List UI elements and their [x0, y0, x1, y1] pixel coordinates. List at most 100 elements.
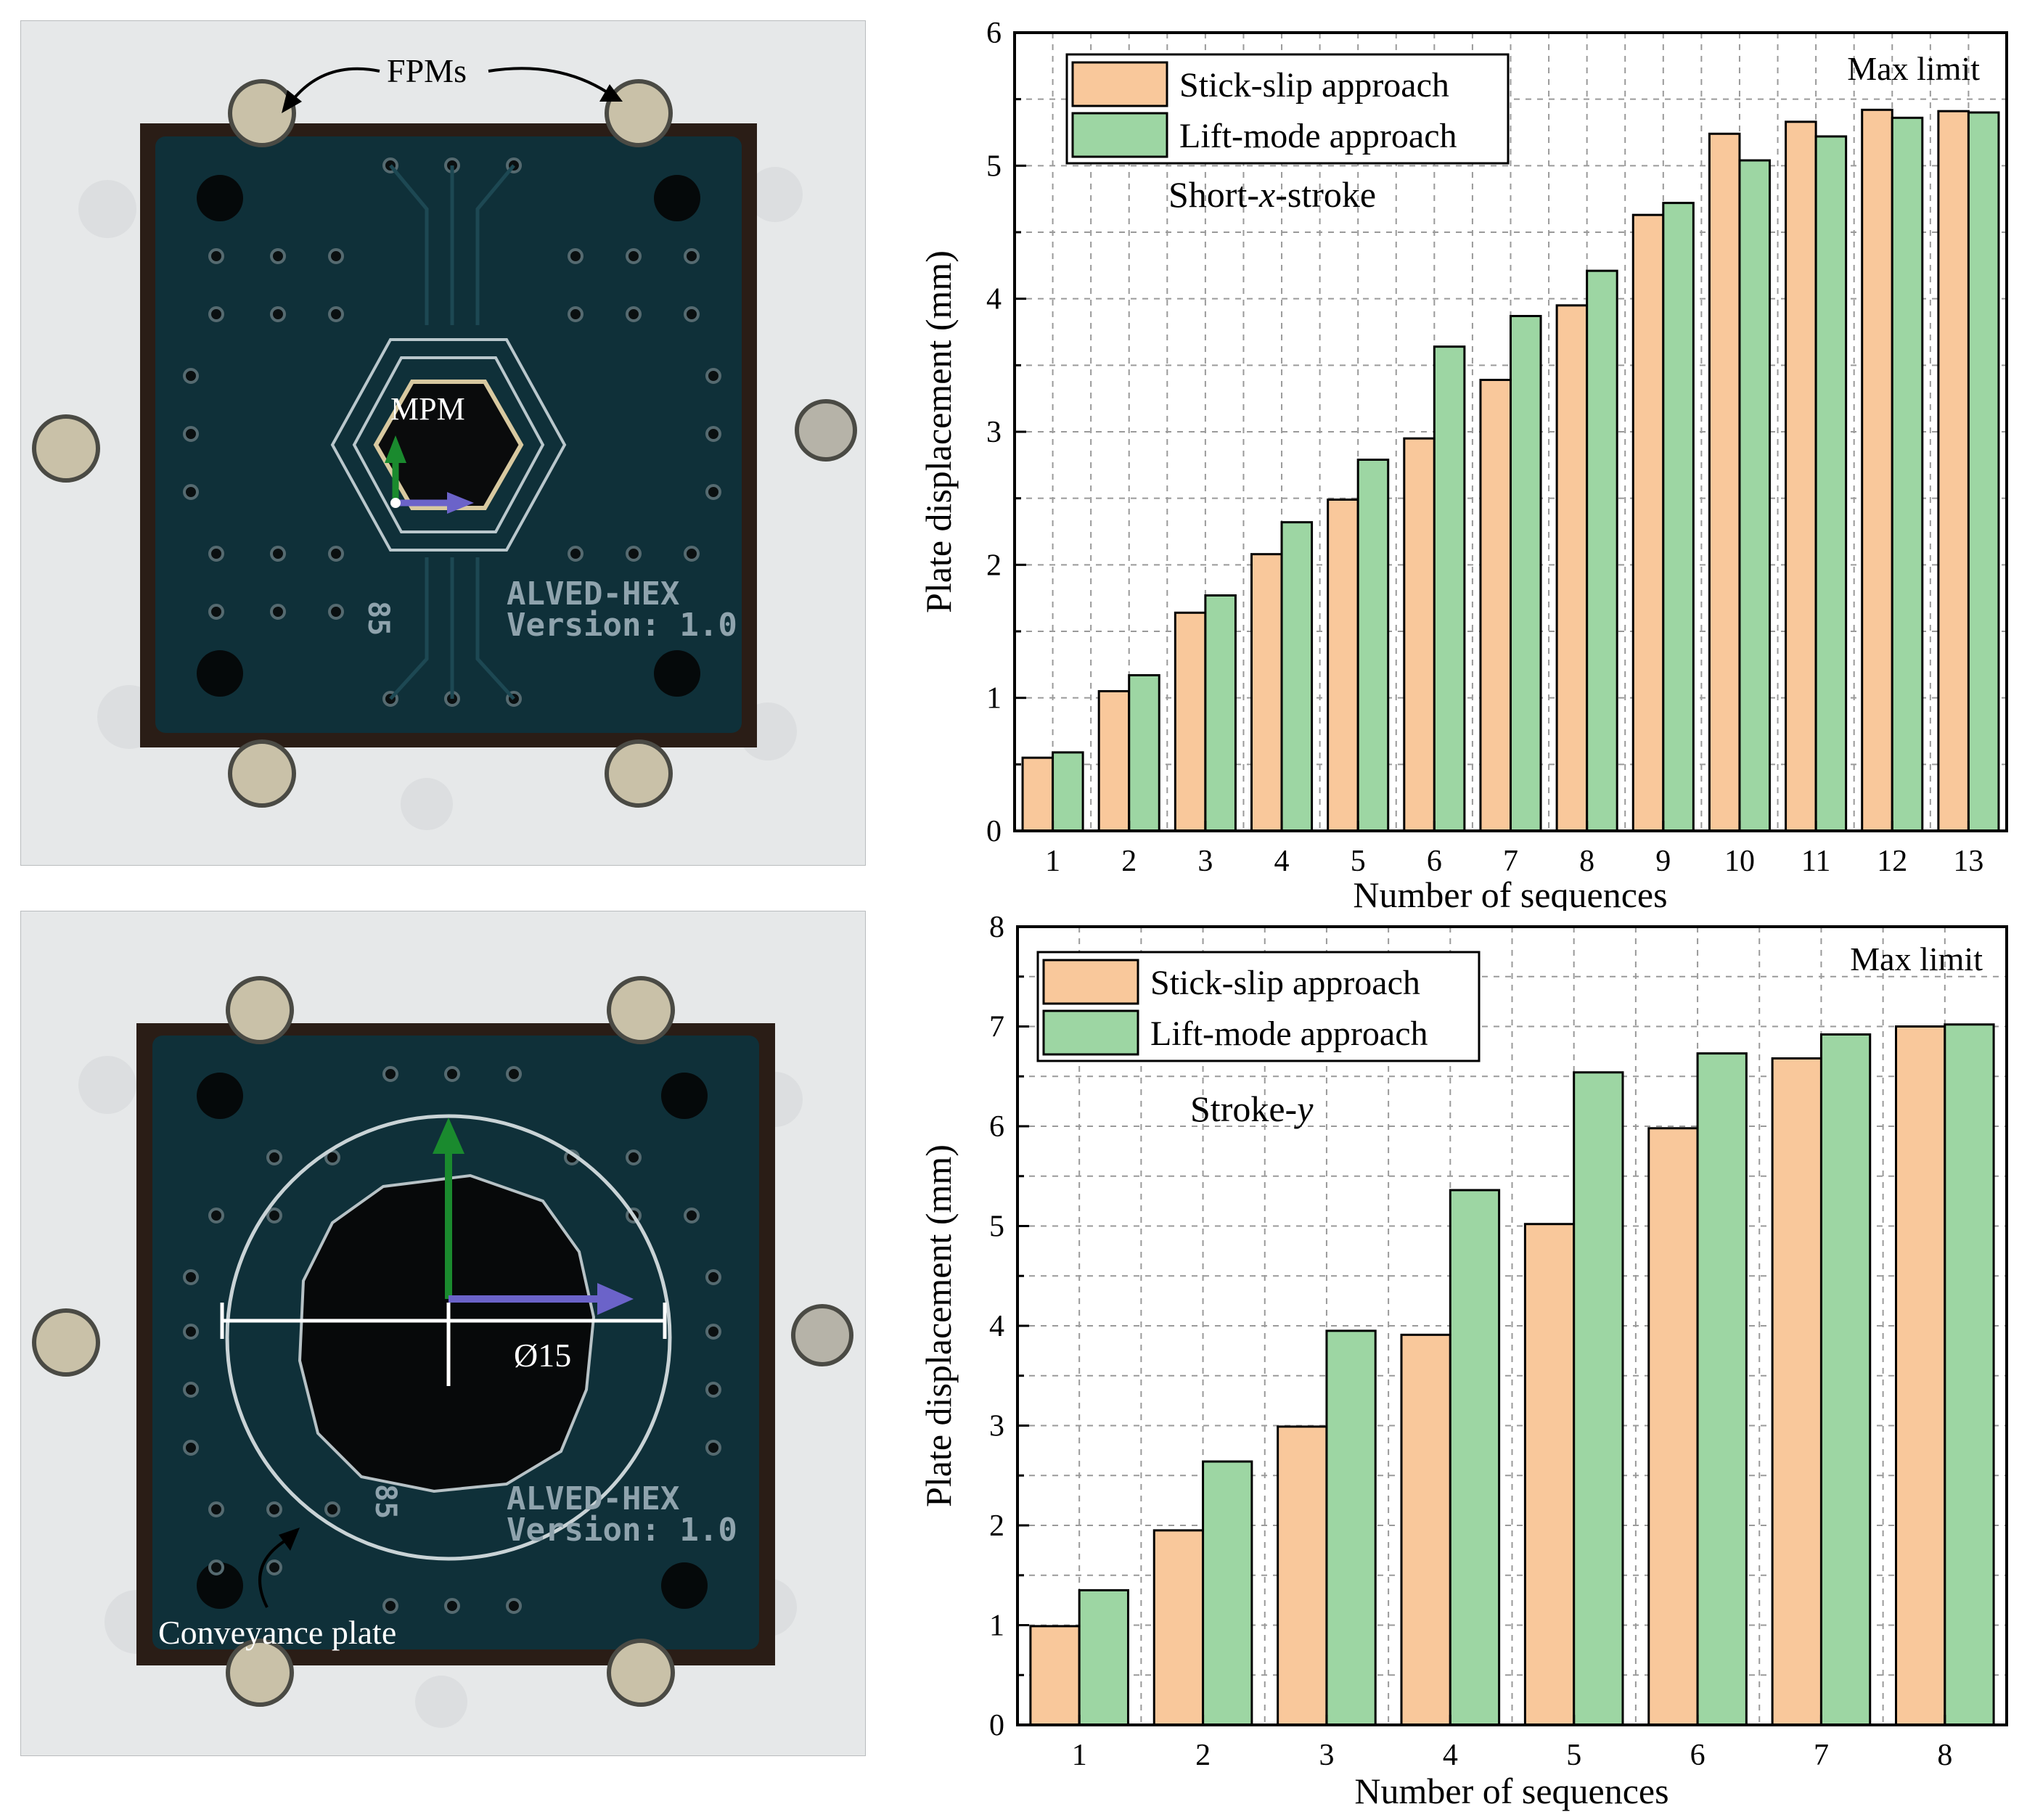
x-axis-label: Number of sequences [1353, 874, 1667, 911]
fpm-magnets [32, 79, 857, 808]
via-holes [183, 1066, 721, 1614]
legend-label-lift-mode: Lift-mode approach [1150, 1014, 1428, 1053]
y-tick-label-5: 5 [986, 149, 1002, 183]
pcb-id: 85 [369, 1484, 402, 1519]
diameter-dimension [220, 1303, 667, 1386]
y-tick-label-6: 6 [986, 17, 1002, 50]
bar-lift-mode-seq-7 [1819, 1033, 1872, 1726]
blue-x-arrow-head [597, 1283, 634, 1315]
x-tick-label-2: 2 [1195, 1739, 1211, 1772]
x-tick-label-4: 4 [1443, 1739, 1458, 1772]
chart-bottom-stroke-y: 0 1 2 3 4 5 6 7 8 1 2 3 4 5 6 7 8 Plate displacement (m… [900, 911, 2027, 1820]
bar-lift-mode-seq-13 [1967, 111, 2000, 832]
bar-stick-slip-seq-8 [1555, 304, 1589, 832]
y-tick-label-2: 2 [986, 549, 1002, 582]
x-tick-label-9: 9 [1655, 845, 1671, 878]
y-tick-label-4: 4 [989, 1310, 1004, 1343]
x-tick-label-2: 2 [1121, 845, 1137, 878]
bar-lift-mode-seq-10 [1738, 159, 1771, 832]
bar-lift-mode-seq-3 [1204, 594, 1237, 832]
x-tick-label-13: 13 [1953, 845, 1983, 878]
bar-lift-mode-seq-4 [1449, 1189, 1501, 1726]
bar-lift-mode-seq-5 [1573, 1071, 1624, 1726]
y-tick-label-7: 7 [989, 1011, 1004, 1044]
x-tick-label-4: 4 [1274, 845, 1290, 878]
diameter-label: Ø15 [514, 1337, 571, 1374]
bar-stick-slip-seq-1 [1029, 1625, 1081, 1726]
y-axis-label: Plate displacement (mm) [918, 250, 959, 613]
bar-stick-slip-seq-13 [1937, 110, 1970, 832]
stroke-annotation: Short-x-stroke [1168, 174, 1376, 215]
bar-lift-mode-seq-1 [1052, 751, 1084, 832]
bar-stick-slip-seq-8 [1895, 1025, 1946, 1726]
bar-stick-slip-seq-5 [1327, 499, 1359, 832]
bar-stick-slip-seq-4 [1250, 553, 1283, 832]
x-tick-label-12: 12 [1877, 845, 1907, 878]
bar-lift-mode-seq-2 [1202, 1460, 1253, 1726]
y-tick-label-2: 2 [989, 1509, 1004, 1543]
x-tick-label-3: 3 [1319, 1739, 1334, 1772]
green-y-arrow-head [433, 1118, 464, 1154]
fpm-label: FPMs [387, 52, 467, 89]
legend-swatch-stick-slip [1071, 61, 1168, 107]
x-tick-label-8: 8 [1937, 1739, 1952, 1772]
x-tick-label-7: 7 [1503, 845, 1518, 878]
x-tick-label-7: 7 [1814, 1739, 1829, 1772]
bar-lift-mode-seq-12 [1891, 116, 1924, 832]
x-tick-label-11: 11 [1801, 845, 1830, 878]
x-tick-label-1: 1 [1045, 845, 1060, 878]
bar-stick-slip-seq-4 [1400, 1333, 1451, 1726]
pcb-version: Version: 1.0 [507, 1512, 737, 1549]
bar-lift-mode-seq-7 [1510, 315, 1542, 832]
y-tick-label-5: 5 [989, 1210, 1004, 1244]
bar-lift-mode-seq-4 [1280, 521, 1314, 832]
y-tick-label-8: 8 [989, 911, 1004, 944]
x-tick-label-6: 6 [1690, 1739, 1705, 1772]
legend: Stick-slip approach Lift-mode approach [1036, 951, 1481, 1062]
x-axis-label: Number of sequences [1354, 1771, 1668, 1811]
bar-lift-mode-seq-11 [1814, 135, 1848, 832]
mpm-label: MPM [390, 391, 465, 427]
stroke-annotation-post: -stroke [1275, 174, 1376, 215]
bar-stick-slip-seq-3 [1277, 1425, 1328, 1726]
x-tick-label-10: 10 [1724, 845, 1755, 878]
mpm-hexagon [373, 380, 524, 510]
bar-stick-slip-seq-2 [1097, 690, 1131, 832]
y-tick-label-4: 4 [986, 283, 1002, 316]
bar-stick-slip-seq-1 [1021, 756, 1055, 832]
legend-swatch-lift-mode [1042, 1009, 1139, 1056]
fpm-arrow-left [291, 67, 380, 102]
max-limit-label: Max limit [1850, 940, 1983, 977]
legend: Stick-slip approach Lift-mode approach [1065, 53, 1510, 165]
x-tick-label-8: 8 [1579, 845, 1594, 878]
mounting-holes [197, 175, 700, 697]
conveyance-arrow [258, 1537, 290, 1608]
bar-stick-slip-seq-7 [1479, 379, 1512, 832]
stroke-annotation-italic: x [1258, 174, 1275, 215]
max-limit-label: Max limit [1847, 50, 1980, 87]
legend-label-stick-slip: Stick-slip approach [1179, 66, 1449, 104]
bar-lift-mode-seq-1 [1078, 1589, 1129, 1726]
bar-lift-mode-seq-6 [1433, 345, 1466, 832]
pcb-id: 85 [361, 601, 395, 636]
stroke-annotation-italic: y [1293, 1089, 1314, 1129]
legend-label-stick-slip: Stick-slip approach [1150, 964, 1420, 1002]
stroke-annotation: Stroke-y [1190, 1089, 1314, 1129]
photo-bottom-conveyance: ALVED-HEX Version: 1.0 85 Ø15 Conveyance… [20, 911, 866, 1756]
green-y-arrow-head [385, 435, 406, 463]
conveyance-plate-outline [225, 1114, 672, 1561]
legend-swatch-lift-mode [1071, 112, 1168, 158]
y-tick-label-3: 3 [986, 416, 1002, 449]
hexagon-outline [330, 338, 567, 552]
bar-stick-slip-seq-7 [1771, 1057, 1822, 1726]
x-tick-label-6: 6 [1427, 845, 1442, 878]
fpm-arrow-right [488, 67, 610, 94]
bar-stick-slip-seq-5 [1523, 1223, 1576, 1726]
y-tick-label-0: 0 [986, 815, 1002, 848]
bar-stick-slip-seq-6 [1403, 437, 1436, 832]
y-axis-label: Plate displacement (mm) [918, 1144, 959, 1507]
pcb-version: Version: 1.0 [507, 607, 737, 644]
bar-lift-mode-seq-8 [1944, 1023, 1995, 1726]
y-tick-label-0: 0 [989, 1709, 1004, 1742]
